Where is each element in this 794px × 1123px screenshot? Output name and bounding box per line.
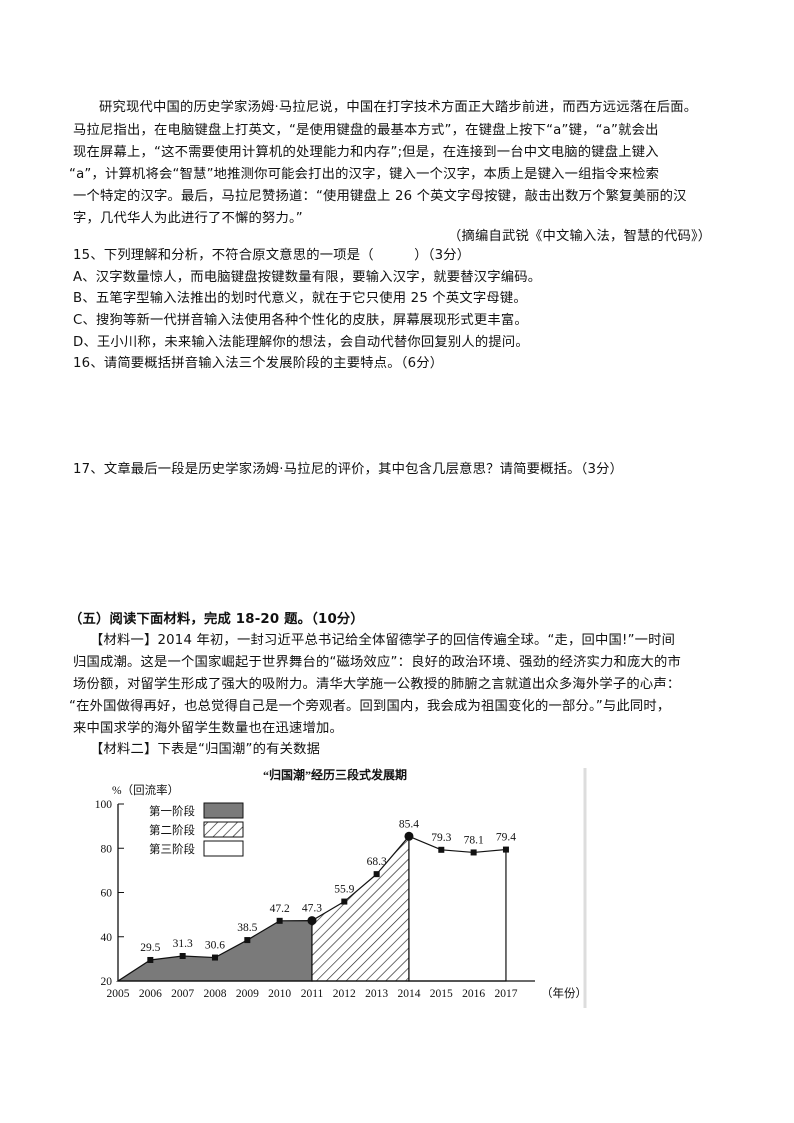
chart-title: “归国潮”经历三段式发展期 [263, 767, 407, 782]
passage-source: （摘编自武锐《中文输入法，智慧的代码》） [448, 229, 712, 244]
legend-label-2: 第二阶段 [149, 823, 195, 837]
x-axis-label: （年份） [541, 986, 587, 1000]
data-label: 79.3 [431, 832, 451, 844]
data-label: 55.9 [334, 884, 354, 896]
return-wave-chart: “归国潮”经历三段式发展期 %（回流率） （年份） 20 40 60 80 100 200… [95, 767, 587, 1008]
legend-label-1: 第一阶段 [149, 804, 195, 818]
option-b: B、五笔字型输入法推出的划时代意义，就在于它只使用 25 个英文字母键。 [73, 291, 527, 306]
y-tick-label: 60 [101, 888, 113, 900]
passage-line: 一个特定的汉字。最后，马拉尼赞扬道：“使用键盘上 26 个英文字母按键，敲击出数… [73, 189, 687, 204]
section-heading: （五）阅读下面材料，完成 18-20 题。（10分） [69, 612, 364, 627]
legend-swatch-3 [203, 840, 244, 857]
question-16: 16、请简要概括拼音输入法三个发展阶段的主要特点。（6分） [73, 356, 444, 371]
question-17: 17、文章最后一段是历史学家汤姆·马拉尼的评价，其中包含几层意思？请简要概括。（… [73, 462, 624, 477]
x-tick-label: 2016 [462, 988, 485, 1000]
x-tick-label: 2011 [301, 988, 324, 1000]
x-tick-label: 2005 [107, 988, 130, 1000]
x-tick-label: 2007 [171, 988, 194, 1000]
data-point [438, 846, 445, 853]
data-point [179, 952, 186, 959]
legend-label-3: 第三阶段 [149, 842, 195, 856]
data-label: 68.3 [367, 856, 387, 868]
y-tick-label: 100 [95, 799, 113, 811]
data-point [373, 871, 380, 878]
question-15: 15、下列理解和分析，不符合原文意思的一项是（ ）（3分） [73, 248, 471, 263]
legend-swatch-2 [203, 821, 244, 838]
x-tick-label: 2014 [397, 988, 420, 1000]
x-tick-label: 2006 [139, 988, 162, 1000]
x-tick-label: 2009 [236, 988, 259, 1000]
data-point [502, 846, 509, 853]
y-tick-label: 80 [101, 843, 113, 855]
x-tick-label: 2008 [203, 988, 226, 1000]
passage-line: 研究现代中国的历史学家汤姆·马拉尼说，中国在打字技术方面正大踏步前进，而西方远远… [99, 100, 698, 115]
data-point [404, 831, 414, 841]
data-label: 47.2 [270, 903, 290, 915]
passage-line: “a”，计算机将会“智慧”地推测你可能会打出的汉字，键入一个汉字，本质上是键入一… [69, 167, 660, 182]
passage-line: 字，几代华人为此进行了不懈的努力。” [73, 211, 303, 226]
option-d: D、王小川称，未来输入法能理解你的想法，会自动代替你回复别人的提问。 [73, 335, 529, 350]
option-a: A、汉字数量惊人，而电脑键盘按键数量有限，要输入汉字，就要替汉字编码。 [73, 270, 542, 285]
material1-line: 归国成潮。这是一个国家崛起于世界舞台的“磁场效应”：良好的政治环境、强劲的经济实… [73, 655, 682, 670]
material2-caption: 【材料二】下表是“归国潮”的有关数据 [90, 742, 321, 757]
data-point [276, 917, 283, 924]
x-tick-label: 2010 [268, 988, 291, 1000]
data-point [470, 849, 477, 856]
option-c: C、搜狗等新一代拼音输入法使用各种个性化的皮肤，屏幕展现形式更丰富。 [73, 313, 528, 328]
legend-swatch-1 [203, 802, 244, 819]
x-tick-label: 2013 [365, 988, 388, 1000]
stage-area-3 [408, 835, 507, 982]
data-point [341, 898, 348, 905]
x-tick-label: 2015 [430, 988, 453, 1000]
data-label: 85.4 [399, 818, 419, 830]
data-label: 31.3 [173, 938, 193, 950]
data-point [147, 956, 154, 963]
data-point [244, 937, 251, 944]
x-tick-label: 2017 [494, 988, 517, 1000]
y-axis-label: %（回流率） [112, 783, 179, 797]
material1-line: “在外国做得再好，也总觉得自己是一个旁观者。回到国内，我会成为祖国变化的一部分。… [69, 699, 671, 714]
data-label: 79.4 [496, 832, 516, 844]
stage-area-2 [311, 834, 410, 982]
material1-line: 场份额，对留学生形成了强大的吸附力。清华大学施一公教授的肺腑之言就道出众多海外学… [73, 677, 681, 692]
data-point [211, 954, 218, 961]
data-label: 30.6 [205, 940, 225, 952]
y-tick-label: 40 [101, 932, 113, 944]
material1-line: 【材料一】2014 年初，一封习近平总书记给全体留德学子的回信传遍全球。“走，回… [90, 633, 676, 648]
data-point [307, 916, 317, 926]
x-tick-label: 2012 [333, 988, 356, 1000]
data-label: 29.5 [140, 942, 160, 954]
passage-line: 马拉尼指出，在电脑键盘上打英文，“是使用键盘的最基本方式”，在键盘上按下“a”键… [73, 123, 659, 138]
data-label: 78.1 [464, 834, 484, 846]
y-tick-label: 20 [101, 976, 113, 988]
passage-line: 现在屏幕上，“这不需要使用计算机的处理能力和内存”;但是，在连接到一台中文电脑的… [73, 145, 659, 160]
material1-line: 来中国求学的海外留学生数量也在迅速增加。 [73, 721, 343, 736]
data-label: 47.3 [302, 903, 322, 915]
data-label: 38.5 [237, 922, 257, 934]
